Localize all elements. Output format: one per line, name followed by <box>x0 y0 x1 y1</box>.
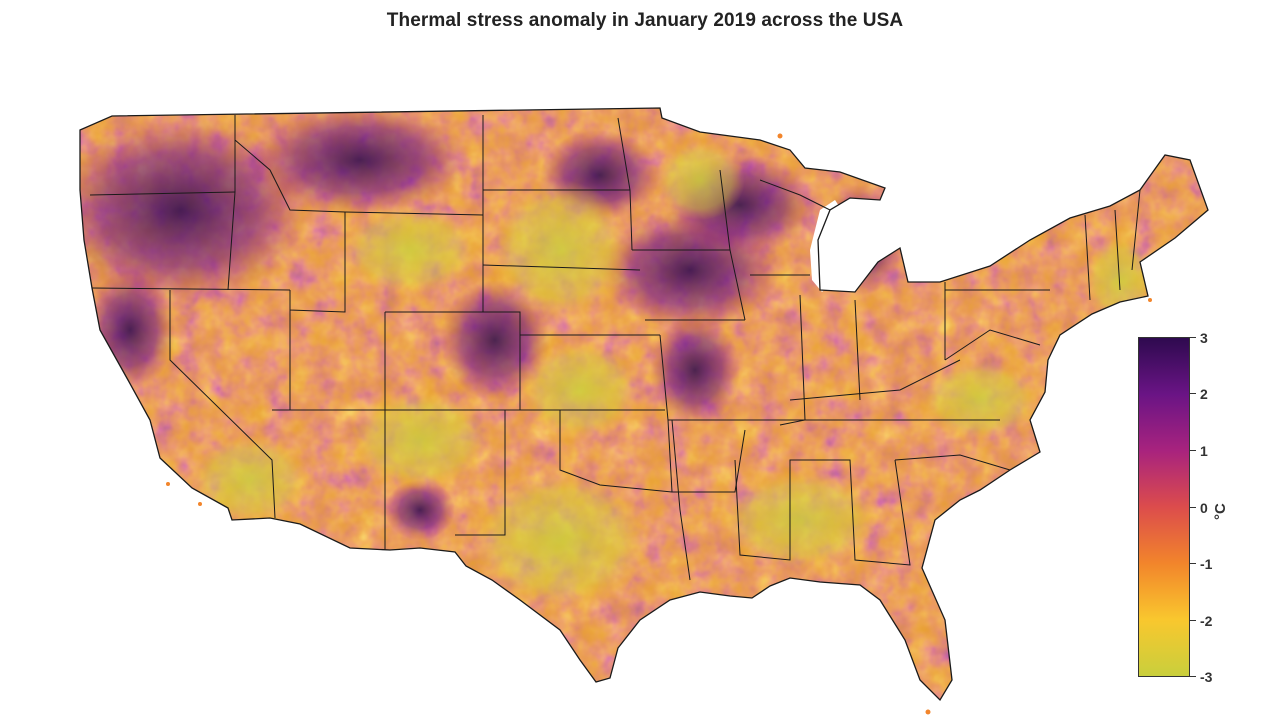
map-title: Thermal stress anomaly in January 2019 a… <box>386 10 904 31</box>
colorbar-tick <box>1190 337 1196 338</box>
colorbar-label: 0 <box>1200 500 1208 516</box>
state-borders <box>89 115 1141 581</box>
colorbar-label: -3 <box>1200 669 1213 685</box>
colorbar-unit: °C <box>1212 503 1229 520</box>
colorbar-label: 2 <box>1200 386 1208 402</box>
colorbar-label: 3 <box>1200 330 1208 346</box>
usa-outline <box>79 107 1209 702</box>
colorbar-label: 1 <box>1200 443 1208 459</box>
coastal-specks <box>166 133 1152 715</box>
colorbar-tick <box>1190 620 1196 621</box>
colorbar-tick <box>1190 507 1196 508</box>
colorbar-tick <box>1190 563 1196 564</box>
colorbar-tick <box>1190 450 1196 451</box>
colorbar-label: -1 <box>1200 556 1213 572</box>
anomaly-raster <box>80 108 1208 700</box>
colorbar-label: -2 <box>1200 613 1213 629</box>
colorbar <box>1138 337 1190 677</box>
colorbar-tick <box>1190 676 1196 677</box>
colorbar-tick <box>1190 393 1196 394</box>
